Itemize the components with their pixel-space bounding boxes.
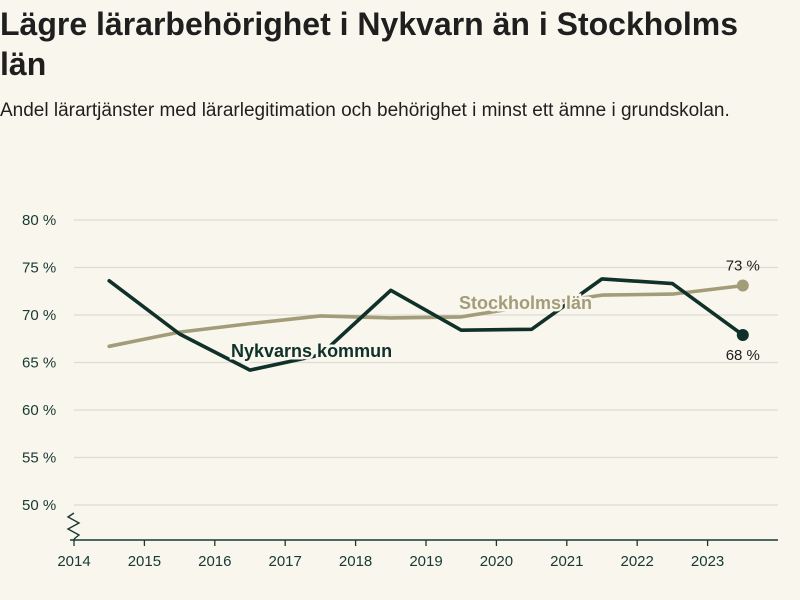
- y-tick-label: 80 %: [22, 212, 56, 229]
- y-tick-label: 55 %: [22, 450, 56, 467]
- series-line: [107, 277, 745, 372]
- axis-break-marker: [66, 512, 81, 540]
- y-tick-label: 50 %: [22, 497, 56, 514]
- y-tick-label: 65 %: [22, 355, 56, 372]
- chart-subtitle: Andel lärartjänster med lärarlegitimatio…: [0, 100, 730, 121]
- x-tick-label: 2017: [269, 553, 302, 570]
- x-tick-label: 2019: [409, 553, 442, 570]
- y-tick-label: 75 %: [22, 260, 56, 277]
- x-axis-ticks: 2014 2015 2016 2017 2018 2019 2020 2021 2022 2023: [57, 540, 724, 570]
- series-lines: [107, 277, 749, 372]
- x-tick-label: 2022: [621, 553, 654, 570]
- chart-title: Lägre lärarbehörighet i Nykvarn än i Sto…: [0, 6, 738, 82]
- series-labels: Stockholms län 73 % Nykvarns kommun 68 %: [229, 258, 760, 364]
- y-axis-ticks: 50 % 55 % 60 % 65 % 70 % 75 % 80 %: [22, 212, 56, 514]
- series-line: [107, 283, 745, 349]
- series-label: Nykvarns kommun: [231, 341, 392, 361]
- end-value-label: 73 %: [726, 258, 760, 275]
- gridlines: [74, 219, 778, 506]
- series-end-point: [736, 328, 749, 341]
- y-tick-label: 60 %: [22, 402, 56, 419]
- y-tick-label: 70 %: [22, 307, 56, 324]
- x-tick-label: 2021: [550, 553, 583, 570]
- x-tick-label: 2018: [339, 553, 372, 570]
- x-tick-label: 2023: [691, 553, 724, 570]
- x-tick-label: 2014: [57, 553, 90, 570]
- series-end-point: [736, 279, 749, 292]
- x-tick-label: 2016: [198, 553, 231, 570]
- x-tick-label: 2015: [128, 553, 161, 570]
- series-label: Stockholms län: [459, 293, 592, 313]
- x-tick-label: 2020: [480, 553, 513, 570]
- end-value-label: 68 %: [726, 347, 760, 364]
- x-axis: [66, 512, 778, 541]
